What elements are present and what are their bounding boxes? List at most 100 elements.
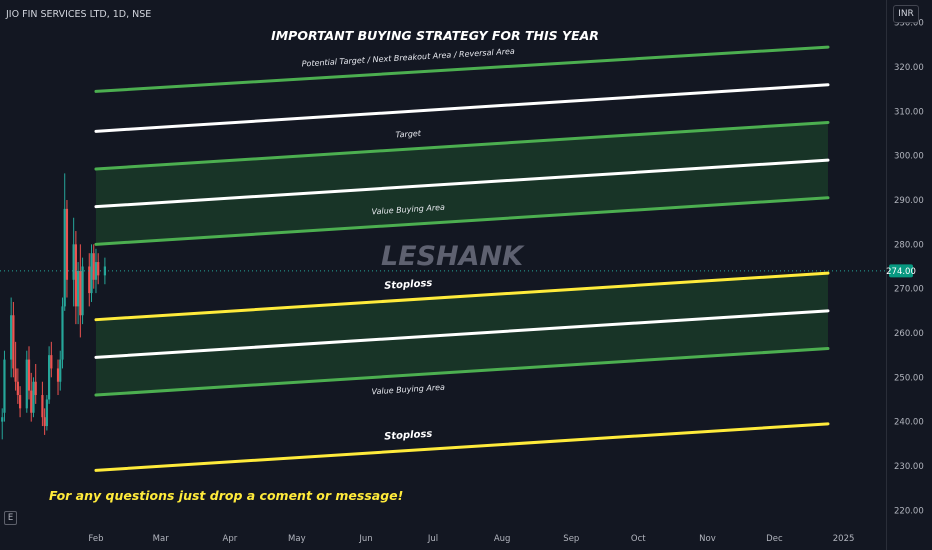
candle	[43, 408, 46, 435]
candle	[72, 217, 75, 307]
candle-body	[94, 262, 98, 280]
candle	[61, 297, 64, 369]
candle	[97, 253, 100, 285]
candle-body	[30, 390, 33, 413]
value-area-green-line[interactable]	[94, 196, 830, 246]
candle	[10, 297, 13, 378]
current-price-tag: 274.00	[886, 264, 916, 278]
candle	[41, 381, 44, 427]
candle	[90, 244, 93, 302]
target-green-line[interactable]	[94, 120, 830, 171]
lower-green-line[interactable]	[94, 346, 830, 397]
currency-button[interactable]: INR	[893, 5, 919, 23]
y-tick-label: 310.00	[894, 107, 924, 117]
x-tick-label: Mar	[153, 534, 170, 544]
y-tick-label: 320.00	[894, 63, 924, 73]
candle	[25, 350, 28, 413]
upper-white-line[interactable]	[94, 83, 830, 133]
time-axis[interactable]: Feb Mar Apr May Jun Jul Aug Sep Oct Nov Dec 2025	[88, 534, 854, 544]
y-tick-label: 250.00	[894, 373, 924, 383]
current-price-label: 274.00	[886, 267, 916, 277]
candle-body	[79, 270, 82, 316]
candle-body	[10, 315, 13, 360]
trend-lines-layer	[94, 45, 830, 472]
y-tick-label: 280.00	[894, 240, 924, 250]
watermark-text: LESHANK	[381, 241, 525, 272]
candle	[45, 395, 48, 431]
candle	[63, 173, 66, 311]
upper-green-line[interactable]	[94, 45, 830, 93]
middle-white-line[interactable]	[94, 158, 830, 209]
candle	[3, 350, 6, 422]
x-tick-label: Sep	[563, 534, 579, 544]
y-tick-label: 260.00	[894, 329, 924, 339]
stoploss-yellow-line[interactable]	[94, 271, 830, 322]
candle-body	[90, 253, 93, 294]
x-tick-label: May	[288, 534, 306, 544]
x-tick-label: Jun	[358, 534, 372, 544]
y-tick-label: 270.00	[894, 285, 924, 295]
candle	[88, 253, 91, 307]
y-tick-label: 240.00	[894, 418, 924, 428]
candle-body	[12, 315, 15, 369]
x-tick-label: Nov	[699, 534, 716, 544]
candle	[16, 368, 19, 404]
y-tick-label: 290.00	[894, 196, 924, 206]
candle-body	[61, 306, 64, 360]
current-price-tag-bg	[889, 264, 913, 278]
y-tick-label: 230.00	[894, 462, 924, 472]
candle	[30, 372, 33, 422]
stoploss-label-1: Stoploss	[384, 278, 433, 292]
candle	[50, 341, 53, 378]
candle-body	[65, 208, 69, 280]
y-tick-label: 220.00	[894, 506, 924, 516]
candle	[34, 364, 37, 404]
candle	[47, 346, 51, 404]
candle	[74, 231, 77, 325]
candle-body	[18, 395, 22, 409]
candle-body	[25, 359, 28, 409]
candle	[56, 359, 60, 396]
candle	[32, 377, 35, 418]
symbol-title[interactable]: JIO FIN SERVICES LTD, 1D, NSE	[6, 9, 152, 20]
target-label: Target	[395, 129, 422, 140]
x-tick-label: Aug	[494, 534, 511, 544]
candle-body	[45, 399, 48, 427]
candle-body	[56, 368, 60, 382]
candle-body	[88, 266, 91, 294]
x-tick-label: Oct	[631, 534, 646, 544]
x-tick-label: Feb	[88, 534, 103, 544]
candle	[59, 350, 62, 391]
candle-body	[74, 244, 77, 307]
candle	[12, 301, 15, 378]
candle-body	[77, 270, 80, 307]
candle-body	[92, 253, 95, 280]
price-axis[interactable]: 220.00 230.00 240.00 250.00 260.00 270.00 280.…	[894, 19, 924, 517]
footer-note: For any questions just drop a coment or …	[49, 488, 403, 503]
candle-body	[27, 359, 31, 391]
candle	[65, 200, 69, 298]
candle-body	[16, 381, 19, 396]
lower-stoploss-yellow-line[interactable]	[94, 422, 830, 472]
candle	[94, 248, 98, 294]
candle-body	[32, 381, 35, 413]
y-tick-label: 330.00	[894, 19, 924, 29]
log-scale-button[interactable]: E	[4, 511, 17, 525]
x-tick-label: Apr	[223, 534, 238, 544]
candle-body	[3, 359, 6, 413]
candle-body	[72, 244, 75, 280]
y-tick-label: 300.00	[894, 152, 924, 162]
chart-title: IMPORTANT BUYING STRATEGY FOR THIS YEAR	[271, 28, 599, 43]
candle	[77, 262, 80, 325]
candle-body	[50, 355, 53, 369]
candle	[18, 386, 22, 418]
candle	[27, 346, 31, 400]
candle	[14, 341, 17, 391]
candle	[81, 257, 84, 325]
candles-layer	[1, 173, 106, 440]
stoploss-label-2: Stoploss	[384, 429, 433, 443]
lower-white-line[interactable]	[94, 309, 830, 359]
candle-body	[81, 266, 84, 316]
